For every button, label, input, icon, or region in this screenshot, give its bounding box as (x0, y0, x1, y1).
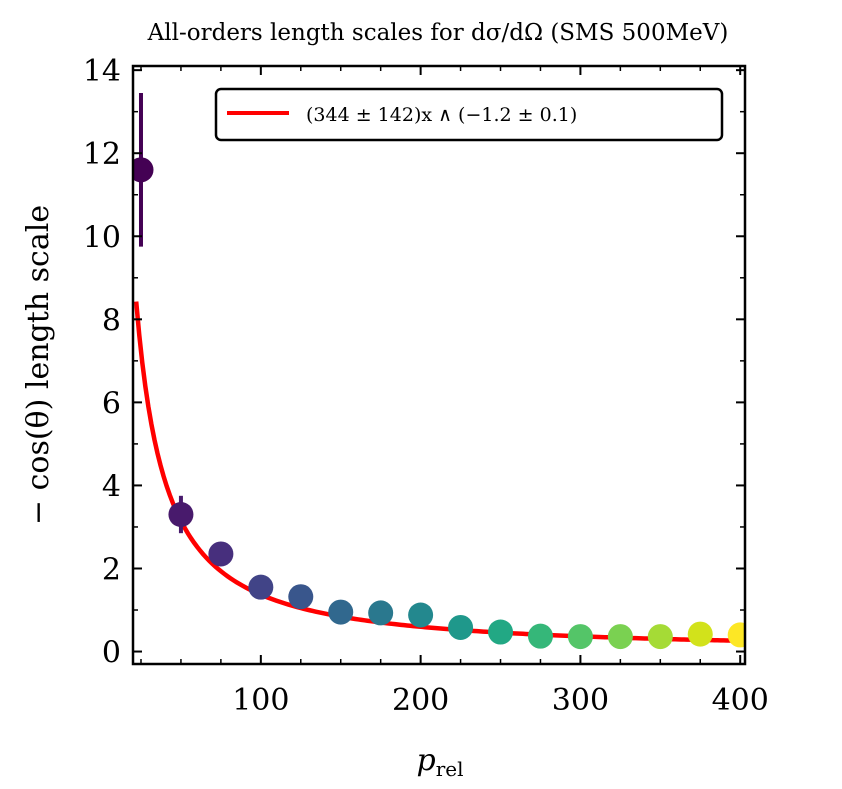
data-point (408, 602, 434, 628)
legend-box (214, 87, 724, 142)
data-point (248, 574, 274, 600)
y-tick-label: 6 (102, 386, 121, 421)
plot-frame (131, 64, 747, 666)
data-point (133, 157, 154, 183)
y-tick-label: 8 (102, 303, 121, 338)
chart-title: All-orders length scales for dσ/dΩ (SMS … (147, 20, 729, 46)
ticks-layer: 100 200 300 400 0 2 4 6 8 10 12 14 (83, 54, 769, 718)
data-point (368, 600, 394, 626)
y-tick-label: 4 (102, 469, 121, 504)
data-points-layer (133, 92, 745, 650)
data-point (687, 621, 713, 647)
legend-fit-label: (344 ± 142)x ∧ (−1.2 ± 0.1) (306, 104, 577, 126)
data-point (328, 599, 354, 625)
data-point (288, 584, 314, 610)
data-point (168, 502, 194, 527)
y-tick-label: 10 (83, 220, 121, 255)
y-tick-label: 12 (83, 137, 121, 172)
x-axis-label: prel (416, 743, 463, 781)
legend: (344 ± 142)x ∧ (−1.2 ± 0.1) (214, 87, 724, 142)
x-tick-label: 300 (552, 683, 609, 718)
data-point (208, 541, 234, 567)
x-tick-label: 400 (712, 683, 769, 718)
y-axis-label: − cos(θ) length scale (21, 205, 56, 525)
data-point (727, 622, 745, 648)
y-tick-label: 0 (102, 636, 121, 671)
fit-curve (133, 301, 745, 644)
data-point (448, 614, 474, 640)
x-tick-label: 200 (392, 683, 449, 718)
data-point (607, 624, 633, 650)
data-point (488, 619, 514, 645)
y-tick-label: 14 (83, 54, 121, 89)
data-point (527, 623, 553, 649)
data-point (567, 624, 593, 650)
x-tick-label: 100 (232, 683, 289, 718)
fit-curve-layer (133, 301, 745, 644)
data-point (647, 624, 673, 650)
y-tick-label: 2 (102, 552, 121, 587)
